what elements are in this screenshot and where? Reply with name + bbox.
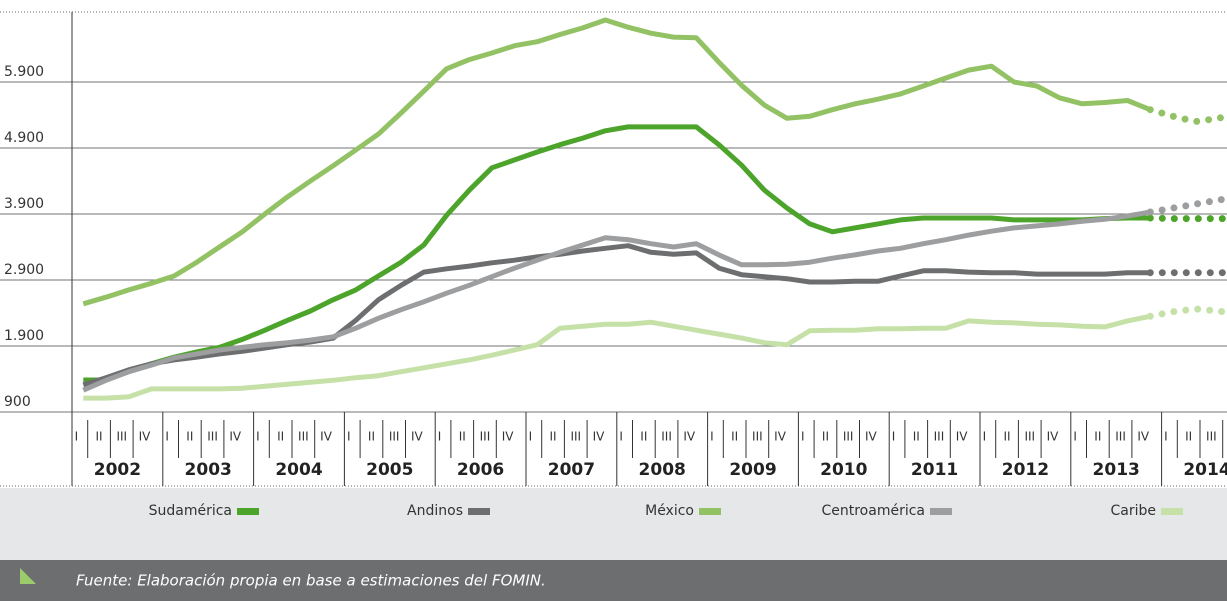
series-line	[83, 313, 1151, 401]
x-tick-label: III	[752, 430, 763, 444]
x-tick-label: IV	[229, 430, 242, 444]
x-tick-label: II	[96, 430, 103, 444]
series-line	[83, 124, 1151, 383]
series-line	[82, 17, 1152, 307]
x-tick-label: II	[277, 430, 284, 444]
x-tick-label: III	[661, 430, 672, 444]
x-tick-label: III	[570, 430, 581, 444]
series-estimate	[1146, 305, 1227, 320]
x-tick-label: I	[347, 430, 351, 444]
legend-swatch	[1161, 508, 1183, 515]
year-label: 2003	[185, 460, 232, 480]
x-tick-label: II	[822, 430, 829, 444]
x-tick-label: I	[619, 430, 623, 444]
x-tick-label: IV	[1047, 430, 1060, 444]
legend-band	[0, 488, 1227, 560]
year-label: 2011	[911, 460, 958, 480]
y-tick-label: 5.900	[4, 64, 44, 80]
legend-label: Andinos	[407, 503, 463, 519]
x-tick-label: IV	[139, 430, 152, 444]
series-line	[82, 243, 1151, 388]
legend-swatch	[237, 508, 259, 515]
year-label: 2005	[366, 460, 413, 480]
x-tick-label: IV	[1137, 430, 1150, 444]
series-estimate	[1146, 195, 1227, 216]
x-tick-label: IV	[593, 430, 606, 444]
year-label: 2006	[457, 460, 504, 480]
x-tick-label: I	[529, 430, 533, 444]
legend-swatch	[930, 508, 952, 515]
y-tick-label: 4.900	[4, 130, 44, 146]
y-tick-label: 900	[4, 394, 31, 410]
legend-label: Sudamérica	[149, 503, 232, 519]
x-tick-label: III	[1115, 430, 1126, 444]
y-tick-label: 2.900	[4, 262, 44, 278]
x-tick-label: III	[1206, 430, 1217, 444]
x-tick-label: II	[459, 430, 466, 444]
legend-swatch	[699, 508, 721, 515]
x-tick-label: IV	[320, 430, 333, 444]
series-estimate	[1146, 106, 1227, 126]
x-tick-label: III	[207, 430, 218, 444]
y-tick-label: 3.900	[4, 196, 44, 212]
x-tick-label: I	[983, 430, 987, 444]
x-tick-label: II	[913, 430, 920, 444]
footer-icon	[20, 568, 36, 584]
legend-label: México	[645, 503, 694, 519]
x-tick-label: IV	[774, 430, 787, 444]
x-tick-label: III	[389, 430, 400, 444]
year-label: 2009	[729, 460, 776, 480]
x-tick-label: IV	[502, 430, 515, 444]
x-tick-label: III	[1024, 430, 1035, 444]
x-tick-label: III	[843, 430, 854, 444]
legend-swatch	[468, 508, 490, 515]
x-tick-label: II	[186, 430, 193, 444]
footer-band	[0, 560, 1227, 601]
x-tick-label: I	[801, 430, 805, 444]
x-tick-label: II	[640, 430, 647, 444]
x-tick-label: IV	[956, 430, 969, 444]
x-tick-label: II	[368, 430, 375, 444]
y-tick-label: 1.900	[4, 328, 44, 344]
x-tick-label: III	[480, 430, 491, 444]
year-label: 2010	[820, 460, 867, 480]
x-tick-label: II	[1004, 430, 1011, 444]
year-label: 2007	[548, 460, 595, 480]
x-tick-label: III	[116, 430, 127, 444]
year-label: 2008	[639, 460, 686, 480]
year-label: 2012	[1002, 460, 1049, 480]
legend-label: Centroamérica	[821, 503, 925, 519]
year-label: 2002	[94, 460, 141, 480]
x-tick-label: I	[165, 430, 169, 444]
x-tick-label: I	[75, 430, 79, 444]
x-tick-label: I	[892, 430, 896, 444]
x-tick-label: I	[710, 430, 714, 444]
year-label: 2014	[1183, 460, 1227, 480]
year-label: 2004	[275, 460, 322, 480]
x-tick-label: III	[934, 430, 945, 444]
series-line	[82, 209, 1151, 393]
source-note: Fuente: Elaboración propia en base a est…	[76, 572, 546, 590]
x-tick-label: I	[1164, 430, 1168, 444]
legend-label: Caribe	[1111, 503, 1157, 519]
x-tick-label: IV	[865, 430, 878, 444]
x-tick-label: I	[1073, 430, 1077, 444]
x-tick-label: II	[1094, 430, 1101, 444]
year-label: 2013	[1093, 460, 1140, 480]
x-tick-label: III	[298, 430, 309, 444]
x-tick-label: I	[256, 430, 260, 444]
series-estimate	[1146, 214, 1227, 223]
x-tick-label: II	[1185, 430, 1192, 444]
x-tick-label: II	[731, 430, 738, 444]
x-tick-label: IV	[411, 430, 424, 444]
x-tick-label: IV	[683, 430, 696, 444]
x-tick-label: II	[550, 430, 557, 444]
x-tick-label: I	[438, 430, 442, 444]
